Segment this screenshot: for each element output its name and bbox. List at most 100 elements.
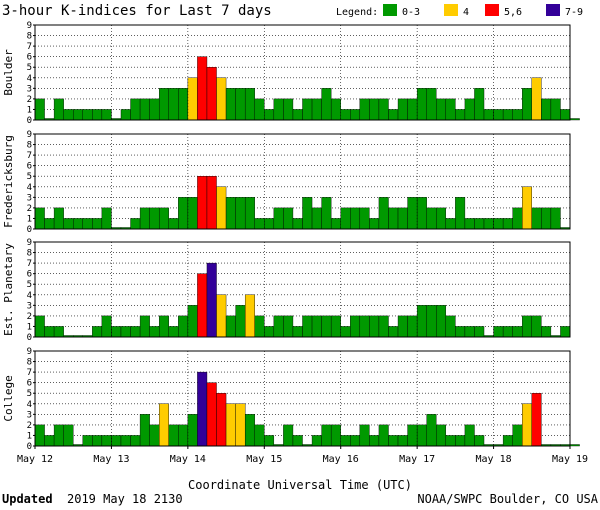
- bar: [139, 414, 150, 447]
- bar: [321, 88, 332, 121]
- bar: [53, 207, 64, 230]
- panel-background: [35, 351, 570, 446]
- y-tick-label: 8: [27, 249, 32, 259]
- bar: [359, 98, 370, 121]
- bar: [216, 186, 227, 230]
- bar: [493, 109, 504, 121]
- bar: [416, 424, 427, 447]
- footer-updated-value: 2019 May 18 2130: [67, 492, 183, 506]
- bar: [464, 98, 475, 121]
- bar: [426, 207, 437, 230]
- bar: [111, 435, 122, 447]
- y-tick-label: 1: [27, 322, 32, 332]
- bar: [111, 326, 122, 338]
- bar: [321, 315, 332, 338]
- bar: [474, 435, 485, 447]
- y-tick-label: 5: [27, 172, 32, 182]
- y-tick-label: 3: [27, 193, 32, 203]
- y-tick-label: 0: [27, 333, 32, 343]
- bar: [330, 218, 341, 230]
- bar: [168, 88, 179, 121]
- bar: [330, 424, 341, 447]
- bar: [531, 393, 542, 447]
- legend-swatch-2: [485, 4, 499, 16]
- bar: [158, 403, 169, 447]
- bar: [436, 305, 447, 338]
- y-tick-label: 4: [27, 183, 32, 193]
- bar: [369, 315, 380, 338]
- bar: [436, 424, 447, 447]
- bar: [426, 88, 437, 121]
- bar: [82, 218, 93, 230]
- bar: [130, 218, 141, 230]
- y-tick-label: 6: [27, 270, 32, 280]
- bar: [168, 326, 179, 338]
- bar: [397, 98, 408, 121]
- legend-swatch-0: [383, 4, 397, 16]
- y-tick-label: 5: [27, 280, 32, 290]
- bar: [464, 218, 475, 230]
- footer-credit: NOAA/SWPC Boulder, CO USA: [417, 492, 598, 506]
- bar: [149, 424, 160, 447]
- bar: [302, 197, 313, 230]
- bar: [63, 424, 74, 447]
- bar: [187, 77, 198, 121]
- legend-item-label-1: 4: [463, 7, 469, 18]
- bar: [388, 435, 399, 447]
- bar: [158, 88, 169, 121]
- bar: [264, 218, 275, 230]
- legend: Legend: 0-3 4 5,6 7-9: [336, 4, 583, 18]
- bar: [455, 109, 466, 121]
- bar: [53, 326, 64, 338]
- bar: [350, 109, 361, 121]
- bar: [493, 326, 504, 338]
- bar: [388, 207, 399, 230]
- bar: [302, 98, 313, 121]
- y-tick-label: 3: [27, 301, 32, 311]
- y-tick-label: 6: [27, 379, 32, 389]
- bar: [512, 326, 523, 338]
- bar: [407, 98, 418, 121]
- bar: [350, 315, 361, 338]
- bar: [397, 435, 408, 447]
- bar: [139, 207, 150, 230]
- chart-title: 3-hour K-indices for Last 7 days: [2, 3, 272, 19]
- bar: [254, 98, 265, 121]
- bar: [101, 109, 112, 121]
- bar: [130, 435, 141, 447]
- y-tick-label: 2: [27, 421, 32, 431]
- bar: [187, 305, 198, 338]
- footer-updated-label: Updated: [2, 492, 53, 506]
- bar: [149, 98, 160, 121]
- y-tick-label: 3: [27, 84, 32, 94]
- bar: [34, 207, 45, 230]
- bar: [512, 109, 523, 121]
- bar: [330, 315, 341, 338]
- bar: [44, 435, 55, 447]
- x-axis-label: Coordinate Universal Time (UTC): [188, 478, 412, 492]
- panel-label: Boulder: [2, 49, 15, 96]
- bar: [235, 197, 246, 230]
- bar: [178, 424, 189, 447]
- bar: [378, 98, 389, 121]
- y-tick-label: 7: [27, 368, 32, 378]
- y-tick-label: 1: [27, 105, 32, 115]
- bar: [225, 197, 236, 230]
- bar: [73, 109, 83, 121]
- legend-item-label-0: 0-3: [402, 7, 420, 18]
- y-tick-label: 0: [27, 116, 32, 126]
- bar: [197, 273, 208, 338]
- x-tick-label: May 18: [476, 454, 512, 465]
- bar: [522, 315, 532, 338]
- bar: [464, 424, 475, 447]
- bar: [541, 326, 552, 338]
- bar: [92, 218, 103, 230]
- bar: [53, 424, 64, 447]
- bar: [455, 197, 466, 230]
- x-tick-label: May 13: [93, 454, 129, 465]
- bar: [369, 218, 380, 230]
- bar: [340, 207, 351, 230]
- bar: [531, 315, 542, 338]
